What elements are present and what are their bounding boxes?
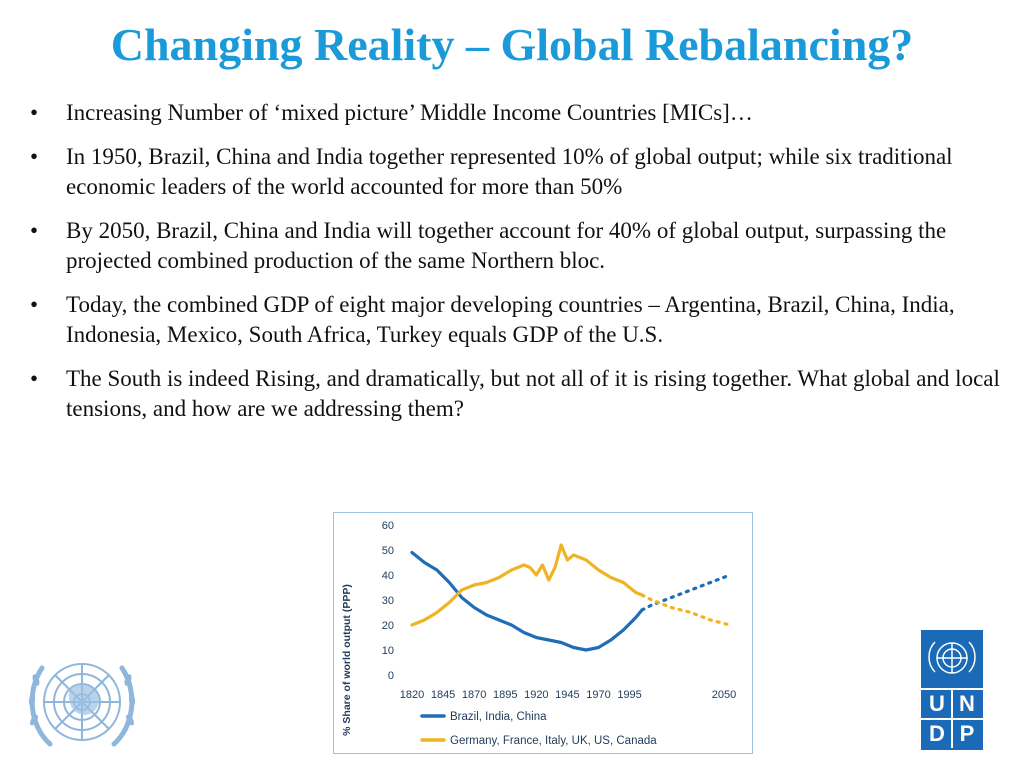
bullet-item: • The South is indeed Rising, and dramati… [30,364,1015,424]
chart-frame: 0 10 20 30 40 50 60 1820 1845 1870 1895 1920 1945 197… [333,512,753,754]
bullet-item: • By 2050, Brazil, China and India will t… [30,216,1015,276]
x-tick-label: 1820 [400,689,424,701]
bullet-text: Increasing Number of ‘mixed picture’ Mid… [66,100,753,125]
bullet-marker: • [30,292,39,317]
bullet-marker: • [30,366,39,391]
series-line [410,550,644,652]
x-tick-label: 1870 [462,689,486,701]
y-axis-label: % Share of world output (PPP) [341,584,353,736]
legend-label: Germany, France, Italy, UK, US, Canada [450,735,657,747]
series-projection-line [640,593,732,627]
x-tick-label: 1920 [524,689,548,701]
bullet-item: • In 1950, Brazil, China and India togeth… [30,142,1015,202]
y-tick-label: 20 [382,620,394,632]
x-tick-label: 1995 [617,689,641,701]
undp-letter: N [959,691,975,716]
legend-label: Brazil, India, China [450,711,547,723]
y-tick-label: 30 [382,595,394,607]
y-tick-label: 60 [382,520,394,532]
bullet-marker: • [30,218,39,243]
x-tick-label: 1895 [493,689,517,701]
undp-logo: U N D P [921,630,983,750]
bullet-list: • Increasing Number of ‘mixed picture’ Mi… [30,98,1015,438]
y-tick-label: 50 [382,545,394,557]
x-tick-label: 1845 [431,689,455,701]
bullet-text: In 1950, Brazil, China and India togethe… [66,144,953,199]
y-tick-label: 10 [382,645,394,657]
x-tick-label: 1945 [555,689,579,701]
world-output-chart: 0 10 20 30 40 50 60 1820 1845 1870 1895 1920 1945 197… [341,520,736,747]
undp-letter: P [959,721,975,746]
series-projection-line [640,573,732,612]
undp-emblem-icon [928,641,976,674]
y-tick-label: 40 [382,570,394,582]
series-line [410,543,644,627]
un-emblem-icon [28,663,136,747]
bullet-marker: • [30,144,39,169]
bullet-item: • Increasing Number of ‘mixed picture’ Mi… [30,98,1015,128]
bullet-text: The South is indeed Rising, and dramatic… [66,366,1000,421]
y-tick-label: 0 [388,670,394,682]
bullet-marker: • [30,100,39,125]
x-tick-label: 1970 [586,689,610,701]
x-tick-label: 2050 [712,689,736,701]
slide-title: Changing Reality – Global Rebalancing? [110,19,914,70]
undp-letter: U [929,691,945,716]
bullet-text: Today, the combined GDP of eight major d… [66,292,955,347]
bullet-item: • Today, the combined GDP of eight major … [30,290,1015,350]
bullet-text: By 2050, Brazil, China and India will to… [66,218,947,273]
undp-letter: D [929,721,945,746]
